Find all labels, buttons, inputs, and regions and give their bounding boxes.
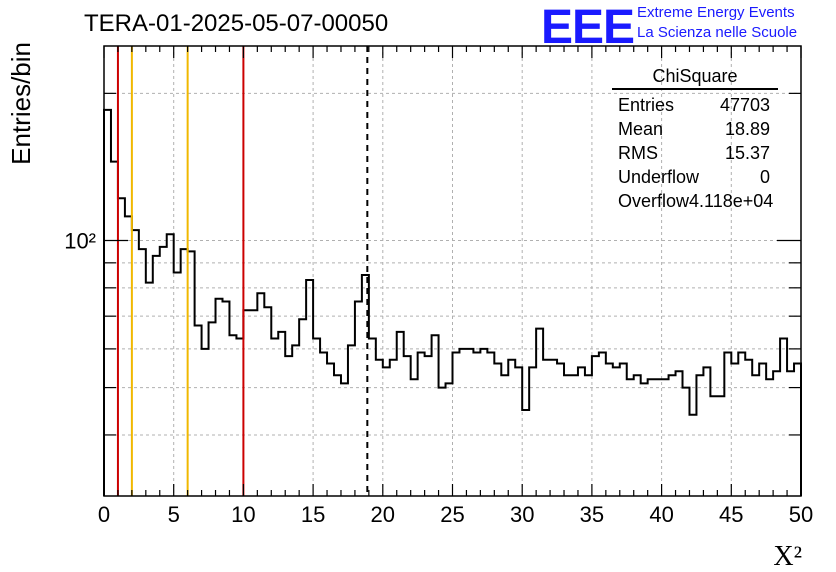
axis-labels: 0 5 10 15 20 25 30 35 40 45 50 10² X² Entries/bin (6, 42, 813, 572)
stats-value: 15.37 (724, 143, 770, 163)
stats-label: Overflow (618, 191, 690, 211)
stats-value: 0 (759, 167, 770, 187)
x-tick-label: 35 (580, 502, 604, 527)
reference-lines (116, 46, 369, 496)
stats-box: ChiSquare Entries 47703 Mean 18.89 RMS 1… (612, 66, 778, 213)
x-tick-label: 40 (649, 502, 673, 527)
x-tick-label: 45 (719, 502, 743, 527)
stats-label: Underflow (618, 167, 700, 187)
stats-row-overflow: Overflow 4.118e+04 (612, 189, 778, 213)
stats-row-mean: Mean 18.89 (612, 117, 778, 141)
histogram-line (103, 108, 802, 496)
eee-logo: EEE (541, 1, 635, 54)
chart-title: TERA-01-2025-05-07-00050 (84, 10, 389, 37)
stats-row-underflow: Underflow 0 (612, 165, 778, 189)
y-axis-title: Entries/bin (6, 42, 36, 165)
stats-label: Mean (618, 119, 664, 139)
grid (104, 46, 801, 496)
stats-value: 18.89 (724, 119, 770, 139)
logo-line-1: Extreme Energy Events (637, 4, 795, 21)
stats-value: 47703 (719, 95, 770, 115)
x-axis-title: X² (773, 541, 802, 572)
x-tick-label: 25 (440, 502, 464, 527)
x-tick-label: 15 (301, 502, 325, 527)
stats-label: RMS (618, 143, 658, 163)
stats-label: Entries (618, 95, 675, 115)
x-tick-label: 10 (231, 502, 255, 527)
stats-title: ChiSquare (612, 66, 778, 90)
stats-row-entries: Entries 47703 (612, 93, 778, 117)
logo-line-2: La Scienza nelle Scuole (637, 24, 798, 41)
x-tick-label: 50 (789, 502, 813, 527)
x-tick-label: 30 (510, 502, 534, 527)
y-tick-label: 10² (64, 228, 96, 253)
x-tick-label: 20 (371, 502, 395, 527)
x-tick-label: 5 (168, 502, 180, 527)
axis-ticks (103, 46, 802, 496)
x-tick-label: 0 (98, 502, 110, 527)
stats-value: 4.118e+04 (689, 191, 774, 211)
stats-row-rms: RMS 15.37 (612, 141, 778, 165)
histogram-series (103, 108, 802, 496)
